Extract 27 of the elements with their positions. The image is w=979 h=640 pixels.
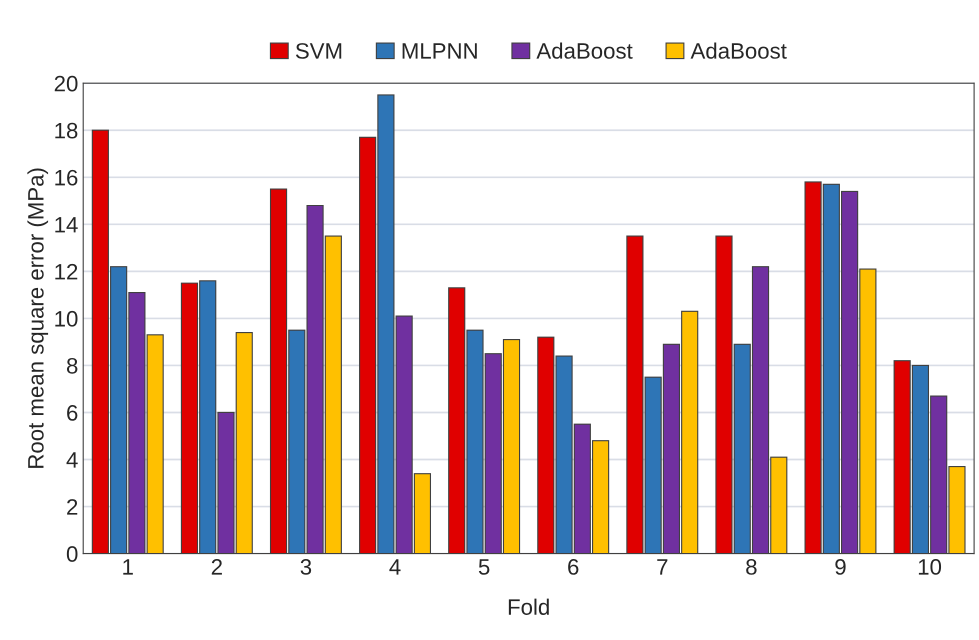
legend-label: MLPNN — [402, 43, 477, 59]
x-tick-label: 9 — [835, 559, 846, 575]
x-tick-label: 2 — [212, 559, 222, 575]
y-tick-label: 8 — [66, 358, 78, 374]
x-tick-label: 1 — [123, 559, 133, 575]
x-axis-title: Fold — [508, 598, 549, 615]
y-tick-label: 20 — [54, 76, 78, 92]
y-tick-label: 4 — [66, 452, 78, 468]
x-tick-label: 7 — [657, 559, 668, 575]
y-tick-label: 18 — [55, 122, 78, 139]
y-tick-label: 16 — [55, 170, 78, 186]
x-tick-label: 8 — [746, 559, 757, 575]
x-tick-label: 10 — [918, 559, 942, 575]
y-tick-label: 2 — [67, 499, 78, 515]
x-tick-label: 4 — [389, 559, 401, 575]
y-tick-label: 10 — [55, 310, 78, 327]
y-axis-title: Root mean square error (MPa) — [27, 168, 48, 468]
legend-label: AdaBoost — [690, 42, 787, 59]
y-tick-label: 14 — [55, 217, 78, 232]
y-tick-label: 0 — [66, 546, 78, 562]
y-tick-label: 6 — [67, 405, 78, 421]
x-tick-label: 3 — [300, 559, 312, 575]
legend-label: SVM — [296, 43, 342, 59]
y-tick-label: 12 — [55, 264, 78, 280]
x-tick-label: 6 — [568, 559, 578, 575]
legend-label: AdaBoost — [536, 42, 633, 59]
x-tick-label: 5 — [478, 559, 490, 575]
